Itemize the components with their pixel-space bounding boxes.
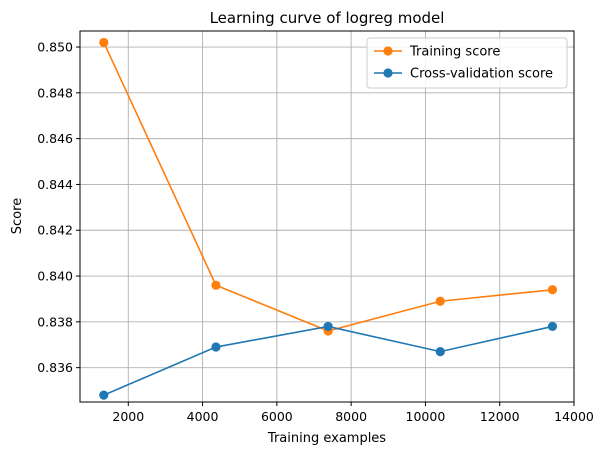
y-tick-label: 0.846	[37, 131, 73, 146]
plot-frame	[79, 30, 575, 403]
x-tick-label: 2000	[112, 409, 144, 424]
data-point-cross-validation-score	[547, 321, 558, 332]
legend-item: Cross-validation score	[374, 67, 553, 82]
grid	[80, 31, 575, 402]
x-tick-label: 8000	[335, 409, 367, 424]
legend-item: Training score	[374, 45, 500, 60]
y-tick-label: 0.838	[37, 314, 73, 329]
y-axis-label: Score	[10, 198, 25, 234]
data-point-training-score	[211, 280, 221, 290]
series-layer	[99, 37, 558, 400]
y-tick-label: 0.848	[37, 85, 73, 100]
x-tick-label: 10000	[406, 409, 446, 424]
y-tick-label: 0.844	[37, 177, 73, 192]
y-tick-label: 0.850	[37, 40, 73, 55]
data-point-cross-validation-score	[211, 342, 221, 352]
chart-title: Learning curve of logreg model	[210, 9, 445, 27]
legend-label: Cross-validation score	[410, 67, 553, 82]
x-axis: 2000 4000 6000 8000 10000 12000 14000	[112, 402, 594, 424]
x-tick-label: 12000	[480, 409, 520, 424]
y-tick-label: 0.842	[37, 223, 73, 238]
data-point-cross-validation-score	[435, 347, 445, 357]
legend: Training score Cross-validation score	[366, 37, 568, 89]
x-axis-label: Training examples	[267, 431, 386, 446]
legend-label: Training score	[409, 45, 500, 60]
x-tick-label: 14000	[554, 409, 594, 424]
y-tick-label: 0.840	[37, 269, 73, 284]
x-tick-label: 6000	[261, 409, 293, 424]
data-point-cross-validation-score	[323, 321, 333, 332]
x-tick-label: 4000	[187, 409, 219, 424]
data-point-training-score	[435, 296, 445, 306]
data-point-cross-validation-score	[99, 390, 109, 400]
series-line-cross-validation-score	[103, 325, 553, 396]
legend-marker	[383, 68, 393, 78]
y-axis: 0.836 0.838 0.840 0.842 0.844 0.846 0.848 0.850	[37, 40, 80, 375]
y-tick-label: 0.836	[37, 360, 73, 375]
legend-box	[366, 37, 568, 89]
legend-marker	[383, 46, 393, 56]
series-cross-validation-score	[99, 321, 558, 400]
data-point-training-score	[547, 285, 558, 295]
data-point-training-score	[99, 37, 109, 48]
